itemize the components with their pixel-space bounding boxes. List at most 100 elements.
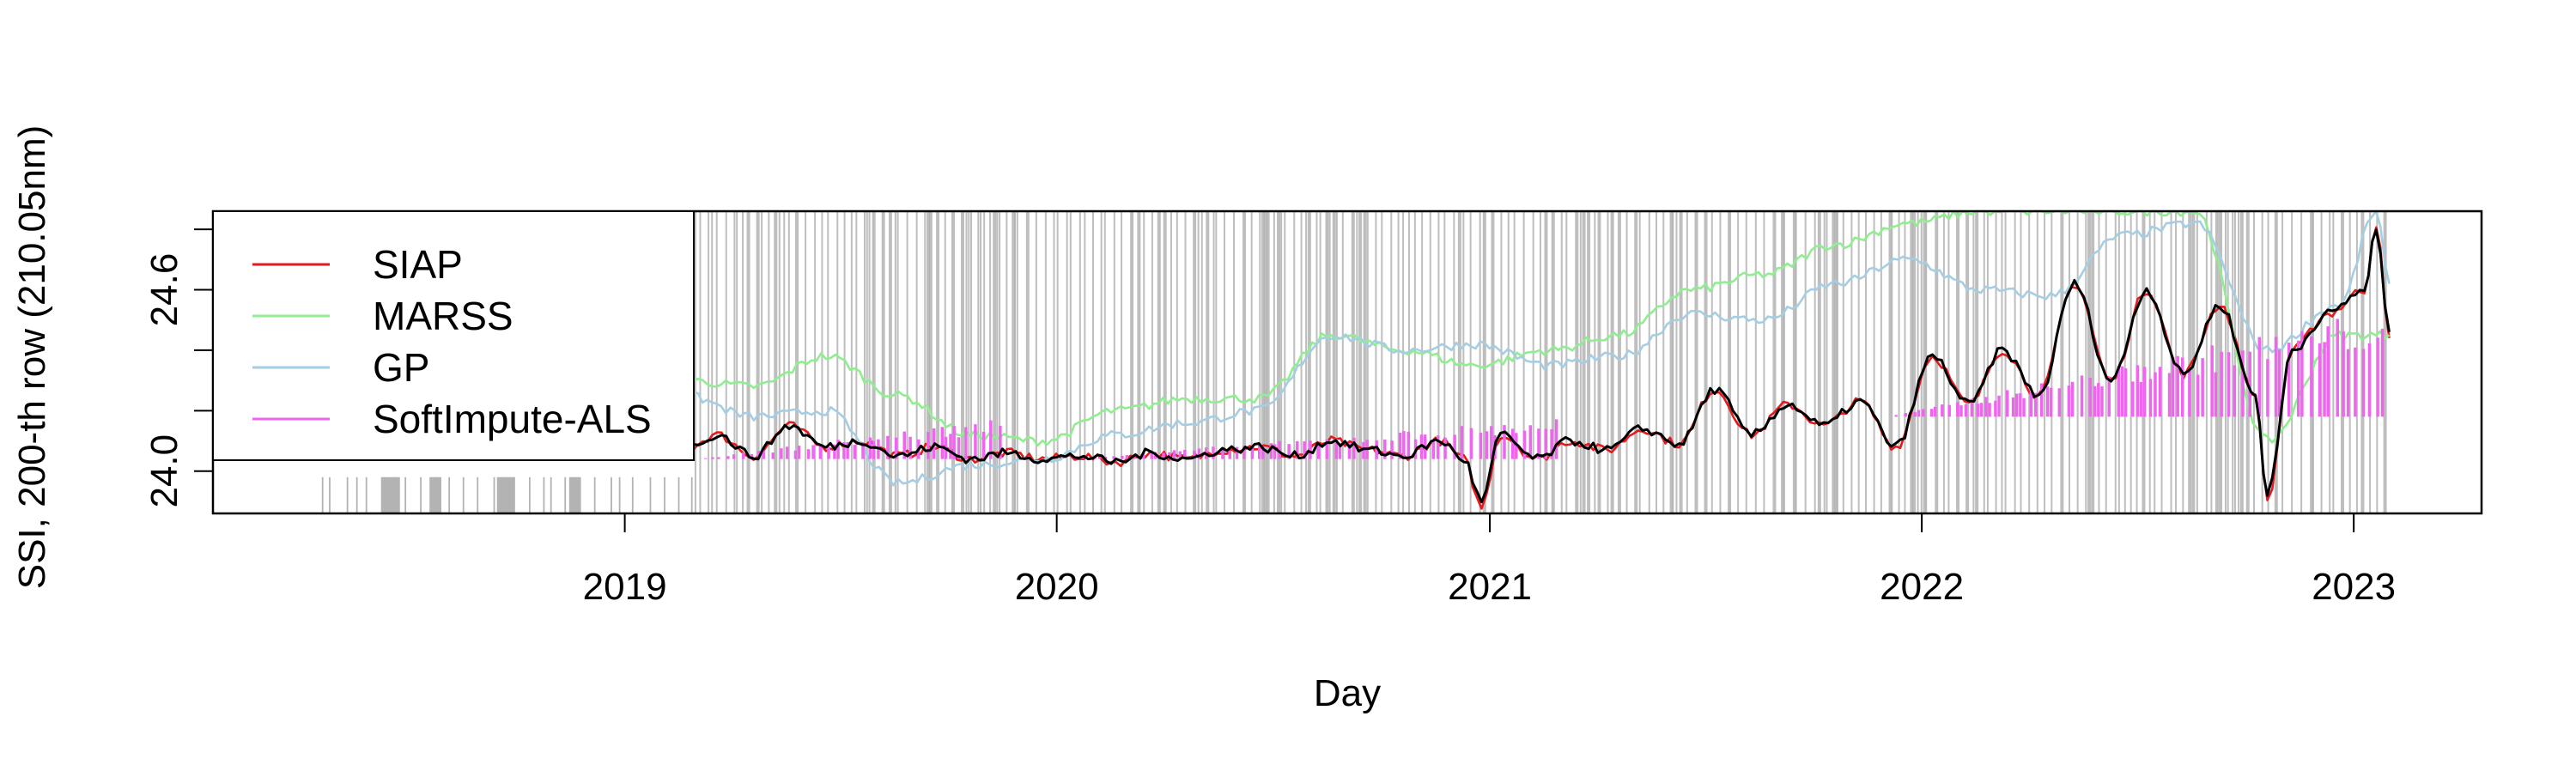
softimpute-spike [1461, 426, 1464, 458]
missing-day-tick [2130, 211, 2132, 513]
missing-day-tick [1198, 211, 1200, 513]
missing-day-tick [1157, 211, 1161, 513]
missing-day-tick [347, 477, 349, 513]
missing-day-tick [1737, 211, 1739, 513]
softimpute-spike [717, 457, 720, 458]
missing-day-tick [1672, 211, 1674, 513]
softimpute-spike [1984, 397, 1988, 416]
softimpute-spike [1997, 396, 2001, 417]
missing-day-tick [1421, 211, 1423, 513]
missing-day-tick [1224, 211, 1225, 513]
missing-day-tick [329, 477, 331, 513]
softimpute-spike [2143, 367, 2147, 416]
softimpute-spike [1443, 438, 1447, 459]
softimpute-spike [2019, 393, 2022, 416]
missing-day-tick [550, 477, 552, 513]
softimpute-spike [964, 427, 968, 458]
softimpute-spike [2326, 326, 2330, 416]
softimpute-spike [1523, 431, 1527, 459]
softimpute-spike [726, 456, 730, 458]
softimpute-spike [2342, 331, 2345, 416]
softimpute-spike [1126, 455, 1129, 459]
missing-day-tick [1597, 211, 1601, 513]
softimpute-spike [2068, 385, 2071, 416]
missing-day-tick [1163, 211, 1167, 513]
missing-day-tick [1101, 211, 1103, 513]
missing-day-tick [968, 211, 969, 513]
missing-day-tick [1430, 211, 1431, 513]
missing-day-tick [1972, 211, 1974, 513]
missing-day-tick [1005, 211, 1007, 513]
missing-day-tick [2136, 211, 2138, 513]
missing-day-tick [1956, 211, 1959, 513]
missing-day-tick [708, 211, 709, 513]
missing-day-tick [664, 477, 665, 513]
missing-day-tick [936, 211, 939, 513]
softimpute-spike [2124, 368, 2128, 416]
missing-day-tick [1398, 211, 1400, 513]
missing-day-tick [1618, 211, 1621, 513]
missing-day-tick [1301, 211, 1303, 513]
missing-day-tick [1483, 211, 1486, 513]
missing-day-tick [1352, 211, 1355, 513]
x-tick-label: 2020 [1015, 566, 1099, 608]
missing-day-tick [1333, 211, 1336, 513]
missing-day-tick [1508, 211, 1510, 513]
missing-day-tick [1143, 211, 1145, 513]
softimpute-spike [1485, 431, 1489, 458]
softimpute-spike [2210, 345, 2214, 416]
softimpute-spike [732, 454, 736, 458]
missing-day-tick [1305, 211, 1307, 513]
missing-day-tick [1611, 211, 1614, 513]
missing-day-tick [1358, 211, 1362, 513]
missing-day-tick [1251, 211, 1253, 513]
missing-day-tick [1170, 211, 1172, 513]
softimpute-spike [2040, 383, 2044, 416]
missing-day-tick [1795, 211, 1797, 513]
missing-day-tick [726, 211, 727, 513]
missing-day-tick [747, 211, 750, 513]
missing-day-tick [768, 211, 769, 513]
missing-day-tick [1987, 211, 1989, 513]
softimpute-spike [1965, 404, 1968, 417]
missing-day-tick [716, 211, 718, 513]
softimpute-spike [854, 445, 857, 459]
softimpute-spike [2347, 349, 2350, 417]
softimpute-spike [811, 445, 815, 458]
missing-day-tick [1984, 211, 1985, 513]
legend-label: MARSS [373, 294, 513, 338]
softimpute-spike [927, 432, 930, 458]
missing-day-tick [1184, 211, 1186, 513]
softimpute-spike [2201, 358, 2204, 416]
missing-day-tick [1259, 211, 1261, 513]
missing-day-tick [779, 211, 781, 513]
missing-day-tick [2001, 211, 2002, 513]
missing-day-tick [2196, 211, 2198, 513]
missing-day-tick [866, 211, 868, 513]
softimpute-spike [982, 432, 986, 459]
x-tick-label: 2023 [2312, 566, 2396, 608]
softimpute-spike [2275, 337, 2278, 416]
series-observed-line [611, 230, 2389, 502]
missing-day-tick [529, 477, 531, 513]
missing-day-tick [1649, 211, 1650, 513]
missing-day-tick [2291, 211, 2293, 513]
missing-day-tick [983, 211, 985, 513]
missing-day-tick [1975, 211, 1978, 513]
missing-day-tick [2005, 211, 2007, 513]
softimpute-spike [2022, 398, 2026, 417]
missing-day-tick [1824, 211, 1826, 513]
legend-label: GP [373, 345, 429, 390]
missing-day-tick [1850, 211, 1852, 513]
softimpute-spike [807, 449, 811, 458]
missing-day-tick [788, 211, 790, 513]
missing-day-tick [381, 477, 383, 513]
softimpute-spike [2310, 337, 2313, 416]
missing-day-tick [1947, 211, 1949, 513]
missing-day-tick [733, 211, 735, 513]
softimpute-spike [1904, 413, 1907, 416]
missing-day-tick [1607, 211, 1609, 513]
missing-day-tick [2232, 211, 2233, 513]
missing-day-tick [916, 211, 918, 513]
